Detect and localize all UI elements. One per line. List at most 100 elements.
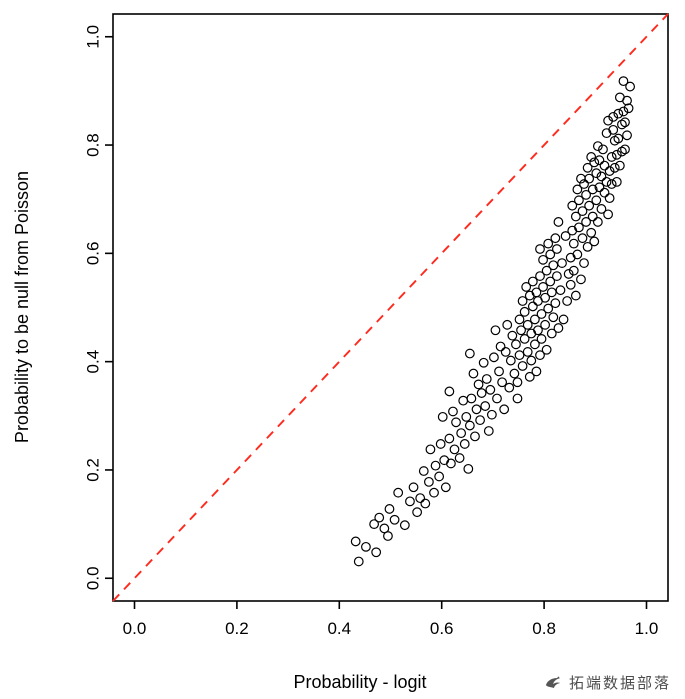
data-point xyxy=(526,355,537,366)
y-tick-label: 0.2 xyxy=(84,458,103,482)
data-point xyxy=(584,200,595,211)
data-point xyxy=(475,415,485,426)
watermark: 拓端数据部落 xyxy=(543,672,671,693)
data-point xyxy=(622,130,632,141)
data-point xyxy=(519,306,530,317)
x-tick-label: 0.0 xyxy=(123,619,147,638)
data-point xyxy=(538,282,548,292)
data-point xyxy=(604,193,615,204)
data-point xyxy=(594,182,605,193)
data-point xyxy=(517,361,528,371)
data-point xyxy=(620,117,630,128)
data-point xyxy=(446,458,456,469)
data-point xyxy=(606,152,617,162)
data-point xyxy=(591,168,602,179)
data-point xyxy=(481,374,492,384)
data-point xyxy=(444,433,455,444)
data-point xyxy=(551,244,562,254)
data-point xyxy=(425,444,436,455)
data-point xyxy=(591,195,602,206)
data-point xyxy=(466,393,477,404)
data-point xyxy=(565,279,576,290)
data-point xyxy=(589,236,600,247)
data-point xyxy=(572,184,583,195)
data-point xyxy=(536,309,547,319)
data-point xyxy=(473,379,484,390)
identity-dashed-line xyxy=(112,13,669,602)
data-point xyxy=(405,496,415,507)
data-point xyxy=(568,238,579,249)
data-point xyxy=(353,556,364,567)
data-point xyxy=(383,531,393,541)
data-point xyxy=(567,200,578,211)
data-point xyxy=(412,507,423,518)
data-point xyxy=(574,195,584,206)
data-point xyxy=(485,384,496,395)
data-point xyxy=(582,162,593,173)
y-axis-title: Probability to be null from Poisson xyxy=(12,171,32,443)
data-point xyxy=(577,206,588,217)
data-point xyxy=(570,290,581,301)
data-point xyxy=(617,146,627,157)
data-point xyxy=(529,339,540,350)
data-point xyxy=(420,498,431,509)
data-point xyxy=(464,348,475,359)
data-point xyxy=(608,111,619,122)
data-point xyxy=(546,287,557,298)
data-point xyxy=(540,319,551,330)
data-point xyxy=(550,233,561,244)
data-point xyxy=(570,211,581,222)
data-point xyxy=(440,482,451,493)
data-point xyxy=(572,249,583,260)
data-point xyxy=(511,339,521,350)
data-point xyxy=(516,325,526,336)
data-point xyxy=(586,227,597,238)
data-point xyxy=(476,388,487,398)
data-point xyxy=(535,244,545,254)
data-point xyxy=(606,179,617,189)
data-point xyxy=(535,350,545,361)
data-point xyxy=(517,296,528,306)
data-point xyxy=(393,487,404,498)
data-point xyxy=(625,81,636,92)
data-point xyxy=(543,303,554,314)
data-point xyxy=(458,395,469,406)
data-point xyxy=(617,119,627,130)
data-point xyxy=(545,276,556,287)
data-point xyxy=(594,155,605,166)
data-point xyxy=(454,453,465,463)
data-point xyxy=(553,323,564,333)
data-point xyxy=(548,260,559,271)
data-point xyxy=(500,347,511,357)
data-point xyxy=(524,371,535,382)
data-point xyxy=(512,393,523,404)
data-point xyxy=(480,401,491,411)
data-point xyxy=(540,292,551,303)
data-point xyxy=(618,106,629,117)
data-point xyxy=(527,301,538,312)
x-tick-label: 0.8 xyxy=(532,619,556,638)
y-tick-label: 0.0 xyxy=(84,566,103,590)
data-point xyxy=(522,347,533,357)
data-point xyxy=(584,173,595,184)
data-point xyxy=(601,176,612,187)
data-point xyxy=(533,325,543,336)
data-point xyxy=(604,166,615,176)
data-point xyxy=(577,233,588,244)
data-point xyxy=(618,76,629,87)
data-point xyxy=(546,328,557,339)
data-points xyxy=(350,76,636,567)
data-point xyxy=(459,439,470,449)
data-point xyxy=(598,144,608,155)
data-point xyxy=(562,296,573,306)
data-point xyxy=(608,124,619,135)
data-point xyxy=(553,217,564,227)
data-point xyxy=(551,271,562,281)
data-point xyxy=(489,352,499,363)
data-point xyxy=(579,258,589,268)
data-point xyxy=(448,406,458,417)
data-point xyxy=(408,482,419,493)
data-point xyxy=(519,334,530,344)
